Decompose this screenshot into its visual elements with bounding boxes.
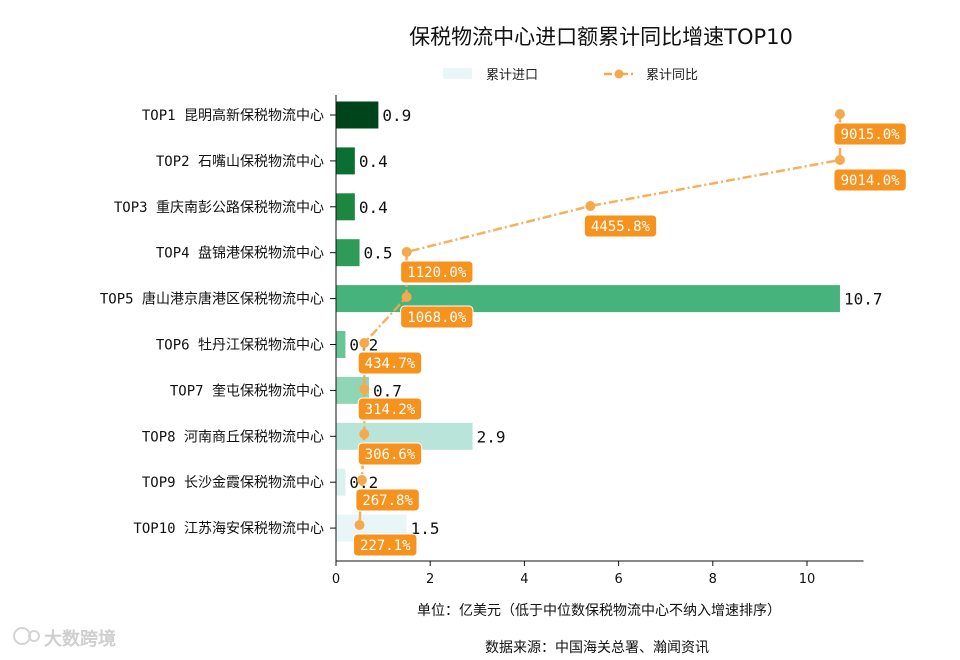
bar[interactable]	[336, 468, 346, 496]
growth-value-label: 9014.0%	[841, 173, 901, 189]
bar-value-label: 1.5	[411, 519, 440, 538]
growth-point[interactable]	[401, 247, 412, 257]
bar[interactable]	[336, 239, 360, 267]
growth-value-badge	[357, 351, 423, 375]
x-tick-label: 6	[614, 572, 622, 587]
bar-value-label: 0.4	[359, 152, 388, 171]
growth-point[interactable]	[359, 429, 370, 439]
growth-point[interactable]	[401, 292, 412, 302]
plot-area: TOP1 昆明高新保税物流中心 0.9 TOP2 石嘴山保税物流中心 0.4 TOP3 …	[100, 95, 907, 587]
growth-value-label: 1120.0%	[407, 265, 467, 281]
growth-value-label: 1068.0%	[407, 310, 467, 326]
category-label: TOP6 牡丹江保税物流中心	[156, 338, 324, 354]
bar-value-label: 0.7	[373, 381, 402, 400]
bar-value-label: 0.5	[364, 244, 393, 263]
watermark-logo: 大数跨境	[13, 627, 116, 650]
growth-value-badge	[357, 442, 423, 466]
category-label: TOP8 河南商丘保税物流中心	[142, 429, 324, 445]
x-tick-label: 0	[332, 572, 340, 587]
chart-title: 保税物流中心进口额累计同比增速TOP10	[409, 25, 793, 49]
growth-value-badge	[355, 488, 420, 512]
growth-point[interactable]	[356, 475, 367, 485]
growth-value-label: 227.1%	[360, 538, 411, 554]
legend-label-line: 累计同比	[646, 68, 698, 83]
growth-value-badge	[833, 168, 907, 192]
category-label: TOP7 奎屯保税物流中心	[170, 383, 324, 399]
growth-point[interactable]	[354, 520, 365, 530]
legend-swatch-bar	[443, 68, 472, 79]
legend-label-bar: 累计进口	[486, 68, 538, 83]
growth-value-badge	[400, 305, 474, 329]
growth-value-label: 4455.8%	[591, 219, 651, 235]
category-label: TOP10 江苏海安保税物流中心	[133, 521, 324, 537]
category-label: TOP3 重庆南彭公路保税物流中心	[114, 200, 324, 216]
source-note: 数据来源：中国海关总署、瀚闻资讯	[485, 640, 709, 656]
growth-value-label: 314.2%	[365, 402, 416, 418]
category-label: TOP4 盘锦港保税物流中心	[156, 245, 324, 262]
bar-value-label: 2.9	[477, 427, 506, 446]
growth-value-badge	[357, 397, 423, 421]
growth-point[interactable]	[359, 384, 370, 394]
growth-value-label: 9015.0%	[841, 127, 901, 143]
category-label: TOP9 长沙金霞保税物流中心	[142, 475, 324, 491]
growth-value-label: 434.7%	[365, 356, 416, 372]
watermark-text: 大数跨境	[44, 628, 116, 650]
category-label: TOP2 石嘴山保税物流中心	[156, 154, 324, 170]
bar[interactable]	[336, 331, 346, 358]
growth-point[interactable]	[834, 109, 845, 119]
bar[interactable]	[336, 147, 355, 175]
legend: 累计进口 累计同比	[443, 68, 698, 83]
growth-point[interactable]	[585, 201, 596, 211]
growth-value-label: 267.8%	[362, 493, 413, 509]
x-tick-label: 8	[709, 572, 717, 587]
category-label: TOP1 昆明高新保税物流中心	[142, 107, 324, 124]
bar-value-label: 0.4	[359, 198, 388, 217]
bar-value-label: 0.9	[382, 106, 411, 125]
growth-value-badge	[353, 533, 418, 557]
legend-swatch-marker	[614, 69, 624, 79]
category-label: TOP5 唐山港京唐港区保税物流中心	[100, 291, 324, 308]
growth-value-badge	[583, 214, 658, 238]
bar-value-label: 10.7	[844, 290, 883, 309]
bar[interactable]	[336, 101, 379, 129]
x-tick-label: 4	[520, 572, 528, 587]
x-tick-label: 2	[426, 572, 434, 587]
watermark-logo-icon	[13, 627, 31, 645]
growth-value-label: 306.6%	[365, 447, 416, 463]
growth-point[interactable]	[834, 155, 845, 165]
growth-point[interactable]	[359, 338, 370, 348]
bar[interactable]	[336, 193, 355, 221]
x-axis-label: 单位：亿美元（低于中位数保税物流中心不纳入增速排序）	[417, 603, 781, 619]
x-tick-label: 10	[799, 572, 816, 587]
growth-value-badge	[833, 122, 907, 146]
growth-value-badge	[400, 260, 474, 284]
